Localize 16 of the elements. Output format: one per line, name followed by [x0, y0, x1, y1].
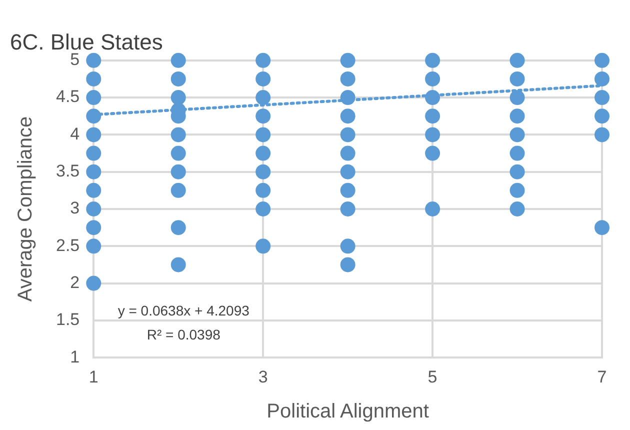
- y-tick-label: 1.5: [56, 310, 80, 330]
- x-axis-title: Political Alignment: [266, 400, 430, 423]
- y-tick-label: 1: [70, 347, 80, 366]
- y-tick-label: 3: [70, 198, 80, 218]
- y-tick-label: 4: [70, 124, 80, 144]
- x-tick-label: 7: [597, 367, 607, 386]
- y-tick-label: 2.5: [56, 236, 80, 255]
- x-tick-label: 3: [258, 367, 268, 386]
- y-tick-label: 4.5: [56, 87, 80, 106]
- x-tick-label: 5: [428, 367, 438, 386]
- y-axis-title: Average Compliance: [14, 116, 37, 302]
- annotation: y = 0.0638x + 4.2093: [118, 302, 250, 318]
- annotation: R² = 0.0398: [146, 326, 221, 342]
- y-tick-label: 3.5: [56, 162, 80, 181]
- x-tick-label: 1: [88, 367, 98, 386]
- y-tick-label: 2: [70, 272, 80, 292]
